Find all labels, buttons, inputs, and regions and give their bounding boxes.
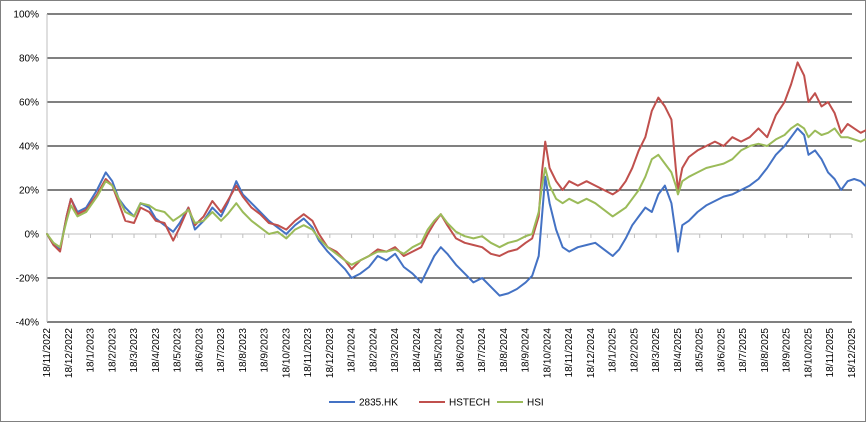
legend-item-hstech: HSTECH [419, 398, 490, 409]
legend-label: 2835.HK [359, 398, 398, 409]
x-axis: 18/11/2022 18/12/2022 18/1/2023 18/2/2023 18… [42, 234, 858, 378]
legend-item-hsi: HSI [497, 398, 544, 409]
x-tick-label: 18/11/2022 [42, 328, 53, 378]
series-line-hstech [46, 61, 866, 271]
x-tick-label: 18/11/2023 [303, 328, 314, 378]
y-tick-label: 60% [19, 98, 39, 109]
y-tick-label: 0% [25, 230, 40, 241]
y-tick-label: 80% [19, 54, 39, 65]
x-tick-label: 18/5/2025 [695, 328, 706, 373]
x-tick-label: 18/6/2024 [455, 328, 466, 373]
series-lines [46, 61, 866, 297]
y-tick-label: -40% [16, 318, 39, 329]
legend-label: HSTECH [449, 398, 490, 409]
x-tick-label: 18/3/2025 [651, 328, 662, 373]
x-tick-label: 18/10/2023 [281, 328, 292, 378]
y-tick-label: -20% [16, 274, 39, 285]
x-tick-label: 18/1/2023 [86, 328, 97, 373]
x-tick-label: 18/3/2023 [129, 328, 140, 373]
x-tick-label: 18/5/2024 [434, 328, 445, 373]
x-tick-label: 18/4/2024 [412, 328, 423, 373]
x-tick-label: 18/11/2024 [564, 328, 575, 378]
x-tick-label: 18/2/2024 [368, 328, 379, 373]
legend: 2835.HK HSTECH HSI [329, 398, 544, 409]
y-tick-label: 40% [19, 142, 39, 153]
y-axis-tick-labels: -40% -20% 0% 20% 40% 60% 80% 100% [13, 10, 39, 329]
x-tick-label: 18/3/2024 [390, 328, 401, 373]
x-tick-label: 18/2/2023 [107, 328, 118, 373]
x-tick-label: 18/9/2024 [521, 328, 532, 373]
legend-item-2835-hk: 2835.HK [329, 398, 398, 409]
x-tick-label: 18/10/2024 [542, 328, 553, 378]
x-tick-label: 18/8/2025 [760, 328, 771, 373]
y-tick-label: 20% [19, 186, 39, 197]
legend-label: HSI [527, 398, 544, 409]
x-tick-label: 18/9/2025 [782, 328, 793, 373]
x-tick-label: 18/12/2025 [847, 328, 858, 378]
x-tick-label: 18/8/2023 [238, 328, 249, 373]
x-tick-label: 18/6/2023 [194, 328, 205, 373]
series-line-hsi [46, 123, 866, 266]
x-tick-label: 18/12/2022 [64, 328, 75, 378]
x-tick-label: 18/12/2024 [586, 328, 597, 378]
x-tick-label: 18/7/2025 [738, 328, 749, 373]
y-tick-label: 100% [13, 10, 39, 21]
x-tick-label: 18/7/2024 [477, 328, 488, 373]
x-tick-label: 18/9/2023 [260, 328, 271, 373]
gridlines [46, 13, 852, 323]
x-tick-label: 18/4/2023 [151, 328, 162, 373]
x-tick-label: 18/11/2025 [825, 328, 836, 378]
x-tick-label: 18/2/2025 [629, 328, 640, 373]
x-tick-label: 18/4/2025 [673, 328, 684, 373]
x-tick-label: 18/10/2025 [803, 328, 814, 378]
x-tick-label: 18/1/2024 [347, 328, 358, 373]
x-tick-label: 18/8/2024 [499, 328, 510, 373]
x-tick-label: 18/5/2023 [173, 328, 184, 373]
x-tick-label: 18/7/2023 [216, 328, 227, 373]
x-tick-label: 18/12/2023 [325, 328, 336, 378]
x-tick-label: 18/6/2025 [716, 328, 727, 373]
x-tick-label: 18/1/2025 [608, 328, 619, 373]
